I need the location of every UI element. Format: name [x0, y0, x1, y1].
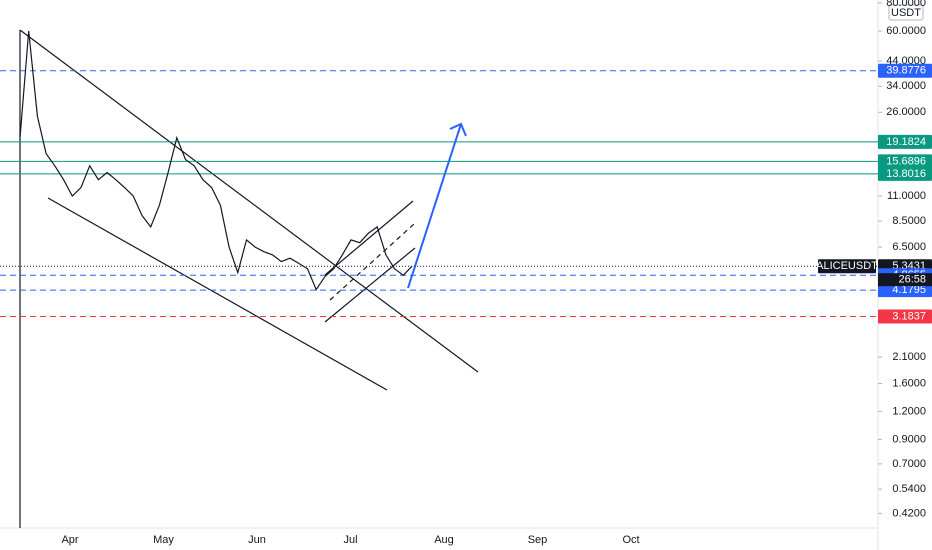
x-tick-label: Aug	[434, 534, 454, 546]
channel-mid	[329, 223, 415, 301]
x-tick-label: Oct	[622, 534, 639, 546]
arrow-head	[449, 122, 467, 137]
trend-line	[47, 197, 388, 391]
y-tick-label: 1.6000	[892, 377, 926, 389]
channel-line	[324, 200, 414, 276]
price-label: 39.8776	[886, 65, 926, 77]
symbol-label: ALICEUSDT	[816, 260, 878, 272]
x-tick-label: Sep	[528, 534, 548, 546]
projection-arrow	[407, 122, 467, 289]
symbol-box	[818, 259, 876, 274]
price-label-box	[878, 63, 932, 78]
y-tick-label: 0.7000	[892, 458, 926, 470]
price-line-series	[19, 30, 413, 291]
y-tick-label: 2.1000	[892, 351, 926, 363]
y-tick-label: 8.5000	[892, 215, 926, 227]
price-label-box	[878, 166, 932, 181]
y-tick-label: 60.0000	[886, 25, 926, 37]
price-label: 19.1824	[886, 136, 926, 148]
price-label-box	[878, 309, 932, 324]
countdown-box	[878, 273, 932, 287]
price-label-box	[878, 154, 932, 169]
trend-drawings	[19, 29, 479, 528]
price-label: 13.8016	[886, 168, 926, 180]
price-label-box	[878, 134, 932, 149]
y-tick-label: 0.9000	[892, 433, 926, 445]
arrow-shaft	[407, 123, 462, 289]
countdown: 26:58	[898, 274, 926, 286]
price-label: 3.1837	[892, 310, 926, 322]
x-tick-label: Apr	[61, 534, 78, 546]
y-tick-label: 6.5000	[892, 241, 926, 253]
y-tick-label: 0.4200	[892, 507, 926, 519]
y-tick-label: 1.2000	[892, 405, 926, 417]
y-tick-label: 11.0000	[887, 190, 926, 202]
currency-box	[888, 4, 924, 21]
x-tick-label: Jun	[248, 534, 266, 546]
trend-line	[19, 29, 479, 373]
price-label-box	[878, 283, 932, 298]
x-tick-label: May	[153, 534, 174, 546]
currency: USDT	[891, 7, 921, 19]
price-label: 4.1795	[892, 284, 926, 296]
x-tick-label: Jul	[343, 534, 357, 546]
y-tick-label: 80.0000	[886, 0, 926, 9]
channel-line	[324, 247, 416, 323]
y-tick-label: 0.5400	[892, 483, 926, 495]
price-label: 15.6896	[886, 155, 926, 167]
y-tick-label: 34.0000	[886, 80, 926, 92]
y-tick-label: 26.0000	[886, 106, 926, 118]
